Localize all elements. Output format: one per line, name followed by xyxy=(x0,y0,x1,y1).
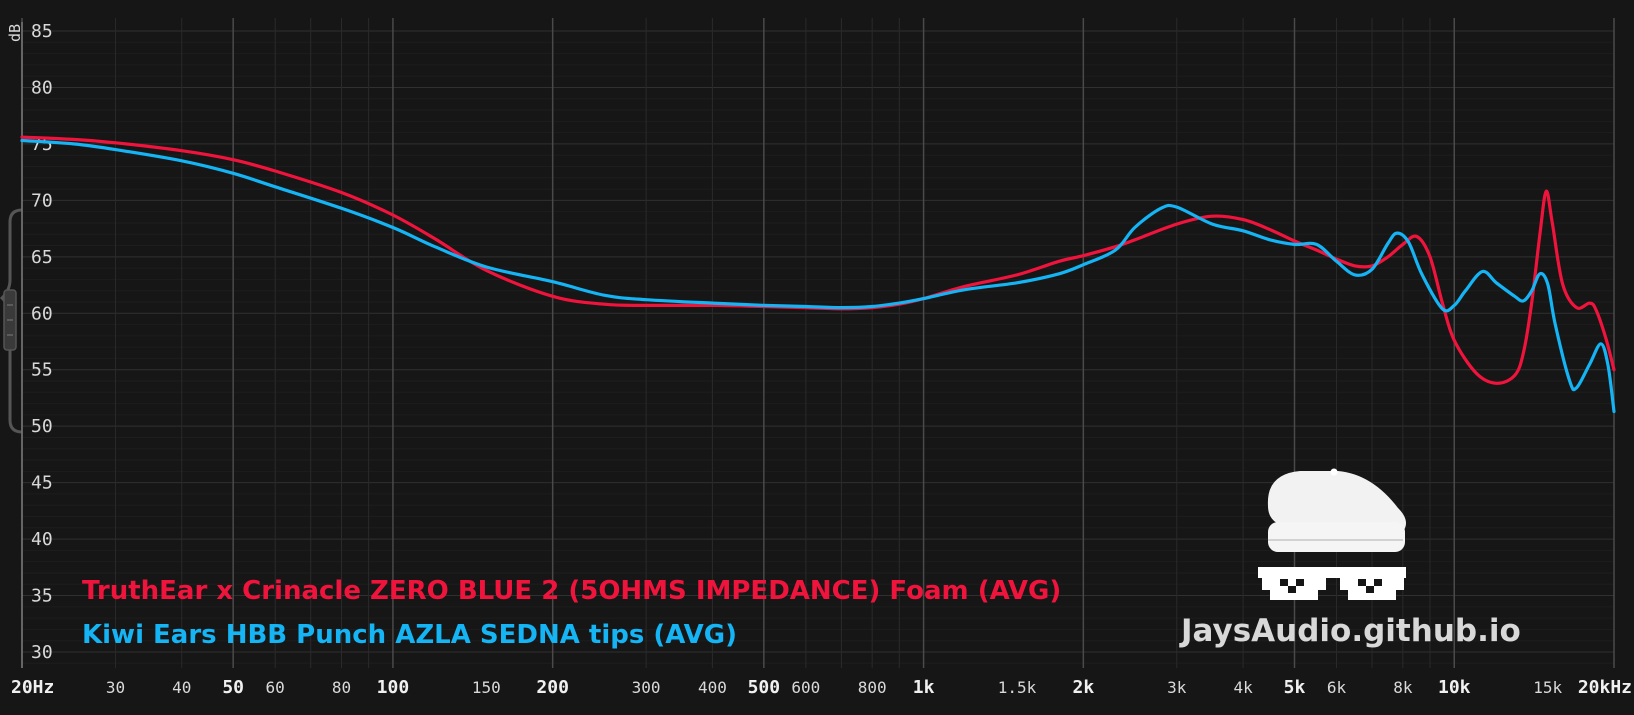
x-tick-label: 600 xyxy=(791,678,820,697)
y-tick-label: 35 xyxy=(31,586,53,607)
x-tick-label: 4k xyxy=(1233,678,1253,697)
watermark-text: JaysAudio.github.io xyxy=(1179,613,1521,649)
legend: TruthEar x Crinacle ZERO BLUE 2 (5OHMS I… xyxy=(82,576,1061,650)
legend-entry-1[interactable]: TruthEar x Crinacle ZERO BLUE 2 (5OHMS I… xyxy=(82,576,1061,606)
y-tick-label: 45 xyxy=(31,473,53,494)
x-tick-label: 100 xyxy=(377,677,410,698)
x-tick-label: 10k xyxy=(1438,677,1471,698)
x-tick-label: 200 xyxy=(536,677,569,698)
x-tick-label: 500 xyxy=(748,677,781,698)
x-tick-label: 6k xyxy=(1327,678,1347,697)
white-cap-icon xyxy=(1267,468,1406,552)
pixel-sunglasses-icon xyxy=(1258,567,1406,600)
frequency-response-curves xyxy=(20,135,1616,414)
x-tick-label: 2k xyxy=(1072,677,1094,698)
x-tick-label: 15k xyxy=(1533,678,1562,697)
x-tick-label: 3k xyxy=(1167,678,1187,697)
y-tick-label: 40 xyxy=(31,529,53,550)
series-line-1[interactable] xyxy=(20,135,1616,385)
series-line-2[interactable] xyxy=(20,138,1616,414)
x-tick-label: 300 xyxy=(632,678,661,697)
y-axis-drag-handle[interactable] xyxy=(0,208,23,434)
y-axis-unit-label: dB xyxy=(6,24,24,42)
x-tick-label: 40 xyxy=(172,678,191,697)
x-tick-label: 80 xyxy=(332,678,351,697)
y-tick-label: 55 xyxy=(31,360,53,381)
x-tick-label: 1.5k xyxy=(998,678,1037,697)
x-tick-label: 5k xyxy=(1284,677,1306,698)
x-tick-label: 800 xyxy=(858,678,887,697)
x-tick-label: 60 xyxy=(266,678,285,697)
legend-entry-2[interactable]: Kiwi Ears HBB Punch AZLA SEDNA tips (AVG… xyxy=(82,620,737,650)
y-tick-label: 60 xyxy=(31,303,53,324)
y-tick-label: 80 xyxy=(31,77,53,98)
x-tick-labels: 20Hz 30 40 50 60 80 100 150 200 300 400 500 600 800 1k… xyxy=(11,677,1632,698)
x-tick-label: 150 xyxy=(472,678,501,697)
y-tick-label: 85 xyxy=(31,21,53,42)
x-tick-label: 30 xyxy=(106,678,125,697)
y-tick-label: 65 xyxy=(31,247,53,268)
x-tick-label: 1k xyxy=(913,677,935,698)
y-tick-label: 70 xyxy=(31,190,53,211)
x-tick-label: 20kHz xyxy=(1578,677,1632,698)
x-tick-label: 400 xyxy=(698,678,727,697)
y-tick-label: 30 xyxy=(31,642,53,663)
x-tick-label: 8k xyxy=(1393,678,1413,697)
y-tick-label: 50 xyxy=(31,416,53,437)
x-tick-label: 50 xyxy=(222,677,244,698)
x-tick-label: 20Hz xyxy=(11,677,54,698)
watermark: JaysAudio.github.io xyxy=(1179,468,1521,649)
